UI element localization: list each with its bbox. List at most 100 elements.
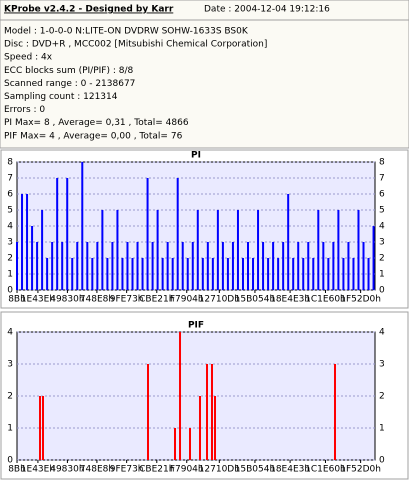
bar <box>71 258 74 290</box>
bar <box>231 242 234 290</box>
bar <box>206 364 209 460</box>
bar <box>76 242 79 290</box>
y2-tick-label: 2 <box>379 254 385 264</box>
y2-tick-label: 1 <box>379 424 385 434</box>
bar <box>357 210 360 290</box>
bar <box>41 396 44 460</box>
y-tick-label: 0 <box>7 286 13 296</box>
bar <box>91 258 94 290</box>
y2-tick-label: 4 <box>379 328 385 338</box>
bar <box>206 242 209 290</box>
y-tick-label: 8 <box>7 158 13 168</box>
bar <box>191 242 194 290</box>
bar <box>241 258 244 290</box>
bar <box>214 396 217 460</box>
x-tick-label: 15B054h <box>235 295 276 305</box>
x-tick-label: F7904h <box>170 465 204 475</box>
info-line: Speed : 4x <box>4 53 53 63</box>
bar <box>26 194 29 290</box>
bar <box>81 162 84 290</box>
y-tick-label: 6 <box>7 190 13 200</box>
scan-date: Date : 2004-12-04 19:12:16 <box>204 5 330 15</box>
bar <box>51 242 54 290</box>
bar <box>56 178 59 290</box>
bar <box>367 258 370 290</box>
bar <box>292 258 295 290</box>
app-title: KProbe v2.4.2 - Designed by Karr <box>4 5 174 15</box>
bar <box>46 258 49 290</box>
bar <box>221 242 224 290</box>
bar <box>179 332 182 460</box>
bar <box>189 428 192 460</box>
bar <box>174 428 177 460</box>
y-tick-label: 1 <box>7 270 13 280</box>
bar <box>36 242 39 290</box>
bar <box>101 210 104 290</box>
x-tick-label: 1E43Eh <box>21 465 55 475</box>
bar <box>226 258 229 290</box>
y-tick-label: 0 <box>7 456 13 466</box>
bar <box>362 242 365 290</box>
bar <box>126 242 129 290</box>
x-tick-label: 8Bh <box>8 465 26 475</box>
bar <box>236 210 239 290</box>
bar <box>141 258 144 290</box>
info-line: Model : 1-0-0-0 N:LITE-ON DVDRW SOHW-163… <box>4 27 249 37</box>
bar <box>31 226 34 290</box>
bar <box>181 242 184 290</box>
bar <box>136 242 139 290</box>
x-tick-label: 18E4E3h <box>270 465 310 475</box>
bar <box>156 210 159 290</box>
bar <box>210 364 213 460</box>
bar <box>201 258 204 290</box>
bar <box>146 178 149 290</box>
bar <box>216 210 219 290</box>
y2-tick-label: 5 <box>379 206 385 216</box>
y-tick-label: 2 <box>7 254 13 264</box>
bar <box>96 242 99 290</box>
info-line: Disc : DVD+R , MCC002 [Mitsubishi Chemic… <box>4 40 267 50</box>
info-line: ECC blocks sum (PI/PIF) : 8/8 <box>4 66 133 76</box>
bar <box>106 258 109 290</box>
y-tick-label: 2 <box>7 392 13 402</box>
y2-tick-label: 1 <box>379 270 385 280</box>
bar <box>211 258 214 290</box>
info-line: PI Max= 8 , Average= 0,31 , Total= 4866 <box>4 118 189 128</box>
bar <box>322 242 325 290</box>
bar <box>21 194 24 290</box>
bar <box>252 258 255 290</box>
info-line: Errors : 0 <box>4 105 45 115</box>
x-tick-label: 18E4E3h <box>270 295 310 305</box>
bar <box>333 364 336 460</box>
y-tick-label: 4 <box>7 328 13 338</box>
bar <box>166 242 169 290</box>
bar <box>121 258 124 290</box>
bar <box>297 242 300 290</box>
bar <box>86 242 89 290</box>
bar <box>247 242 250 290</box>
y2-tick-label: 0 <box>379 286 385 296</box>
x-tick-label: 49830h <box>50 295 84 305</box>
y2-tick-label: 7 <box>379 174 385 184</box>
x-tick-label: 12710Dh <box>199 465 240 475</box>
y2-tick-label: 0 <box>379 456 385 466</box>
x-tick-label: 1E43Eh <box>21 295 55 305</box>
x-tick-label: 1C1E60h <box>305 465 346 475</box>
bar <box>277 258 280 290</box>
x-tick-label: 8Bh <box>8 295 26 305</box>
bar <box>16 242 18 290</box>
bar <box>161 258 164 290</box>
y2-tick-label: 6 <box>379 190 385 200</box>
bar <box>332 242 335 290</box>
x-tick-label: CBE21h <box>139 295 174 305</box>
bar <box>66 178 69 290</box>
info-line: Sampling count : 121314 <box>4 92 118 102</box>
x-tick-label: 9FE73h <box>110 295 144 305</box>
y-tick-label: 5 <box>7 206 13 216</box>
x-tick-label: 748E8h <box>80 295 114 305</box>
bar <box>302 258 305 290</box>
x-tick-label: 1F52D0h <box>340 295 381 305</box>
bar <box>131 258 134 290</box>
bar <box>111 242 114 290</box>
